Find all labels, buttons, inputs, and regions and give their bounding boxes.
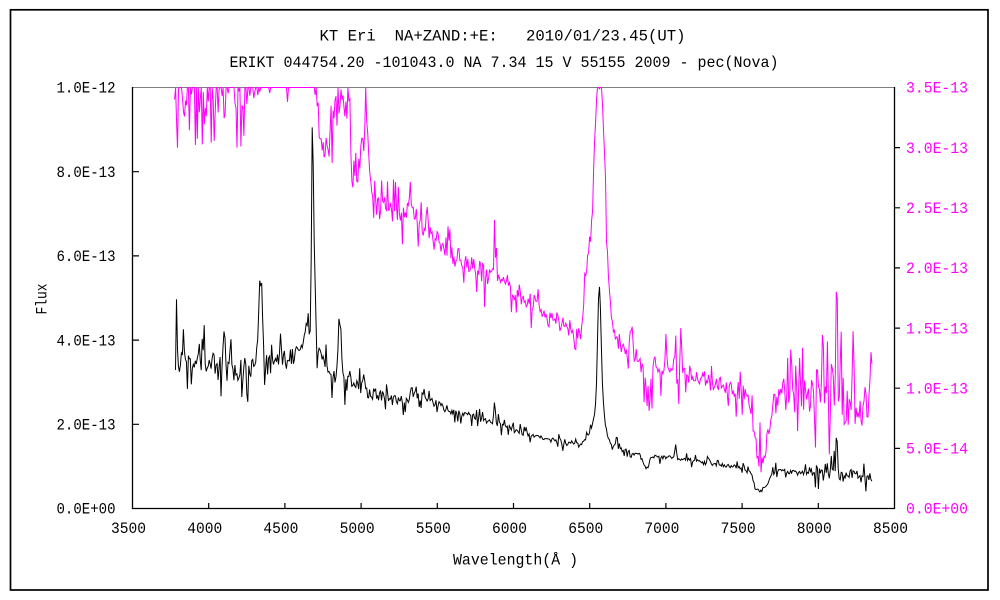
svg-text:8000: 8000 (797, 520, 832, 538)
svg-text:8.0E-13: 8.0E-13 (57, 164, 116, 182)
svg-text:KT Eri NA+ZAND:+E: 2010/01/: KT Eri NA+ZAND:+E: 2010/01/23.45(UT) (320, 27, 686, 45)
svg-text:1.0E-12: 1.0E-12 (57, 80, 116, 98)
svg-text:0.0E+00: 0.0E+00 (57, 501, 116, 519)
svg-text:5500: 5500 (416, 520, 451, 538)
svg-text:ERIKT 044754.20 -101043.0 NA 7: ERIKT 044754.20 -101043.0 NA 7.34 15 V 5… (230, 54, 779, 72)
svg-text:7500: 7500 (721, 520, 756, 538)
svg-text:1.0E-13: 1.0E-13 (906, 380, 968, 398)
svg-text:8500: 8500 (873, 520, 908, 538)
svg-text:2.0E-13: 2.0E-13 (57, 417, 116, 435)
svg-text:6500: 6500 (568, 520, 603, 538)
svg-text:1.5E-13: 1.5E-13 (906, 320, 968, 338)
svg-text:6000: 6000 (492, 520, 527, 538)
svg-text:5.0E-14: 5.0E-14 (906, 441, 968, 459)
svg-text:4500: 4500 (263, 520, 298, 538)
svg-text:Wavelength(Å ): Wavelength(Å ) (453, 552, 578, 570)
svg-text:Flux: Flux (34, 284, 52, 315)
svg-text:4000: 4000 (187, 520, 222, 538)
svg-text:3.5E-13: 3.5E-13 (906, 80, 968, 98)
svg-text:7000: 7000 (644, 520, 679, 538)
svg-text:2.0E-13: 2.0E-13 (906, 260, 968, 278)
svg-text:5000: 5000 (340, 520, 375, 538)
svg-text:3.0E-13: 3.0E-13 (906, 140, 968, 158)
svg-text:2.5E-13: 2.5E-13 (906, 200, 968, 218)
svg-text:3500: 3500 (111, 520, 146, 538)
svg-text:4.0E-13: 4.0E-13 (57, 332, 116, 350)
svg-text:0.0E+00: 0.0E+00 (906, 501, 968, 519)
svg-text:6.0E-13: 6.0E-13 (57, 248, 116, 266)
